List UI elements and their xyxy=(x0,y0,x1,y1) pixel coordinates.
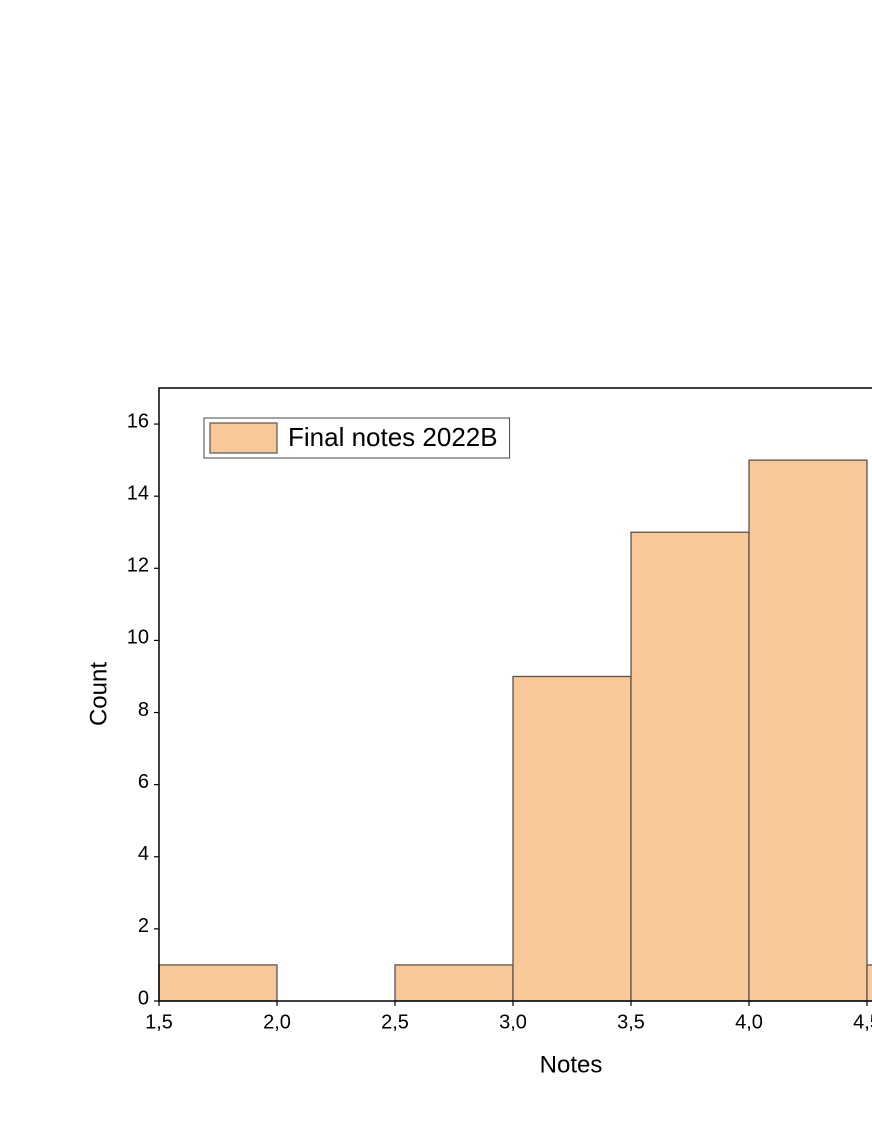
plot-frame xyxy=(158,387,872,1002)
bar xyxy=(748,459,868,1002)
x-tick-label: 2,0 xyxy=(263,1011,291,1033)
bar xyxy=(512,675,632,1002)
x-tick-label: 1,5 xyxy=(145,1011,173,1033)
bar xyxy=(394,964,514,1002)
legend-label: Final notes 2022B xyxy=(288,422,498,452)
legend-swatch xyxy=(209,422,278,454)
bar xyxy=(630,531,750,1002)
bar xyxy=(158,964,278,1002)
y-tick-label: 0 xyxy=(138,987,149,1009)
x-axis-label: Notes xyxy=(540,1051,603,1078)
x-tick-label: 2,5 xyxy=(381,1011,409,1033)
y-tick-label: 14 xyxy=(127,482,149,504)
y-tick-label: 6 xyxy=(138,771,149,793)
x-tick-label: 3,5 xyxy=(617,1011,645,1033)
bar xyxy=(866,964,872,1002)
y-tick-label: 8 xyxy=(138,699,149,721)
y-axis-label: Count xyxy=(85,662,112,726)
x-tick-label: 4,0 xyxy=(735,1011,763,1033)
x-tick-label: 4,5 xyxy=(853,1011,872,1033)
y-tick-label: 4 xyxy=(138,843,149,865)
y-tick-label: 12 xyxy=(127,555,149,577)
y-tick-label: 2 xyxy=(138,915,149,937)
x-tick-label: 3,0 xyxy=(499,1011,527,1033)
y-tick-label: 10 xyxy=(127,627,149,649)
y-tick-label: 16 xyxy=(127,410,149,432)
